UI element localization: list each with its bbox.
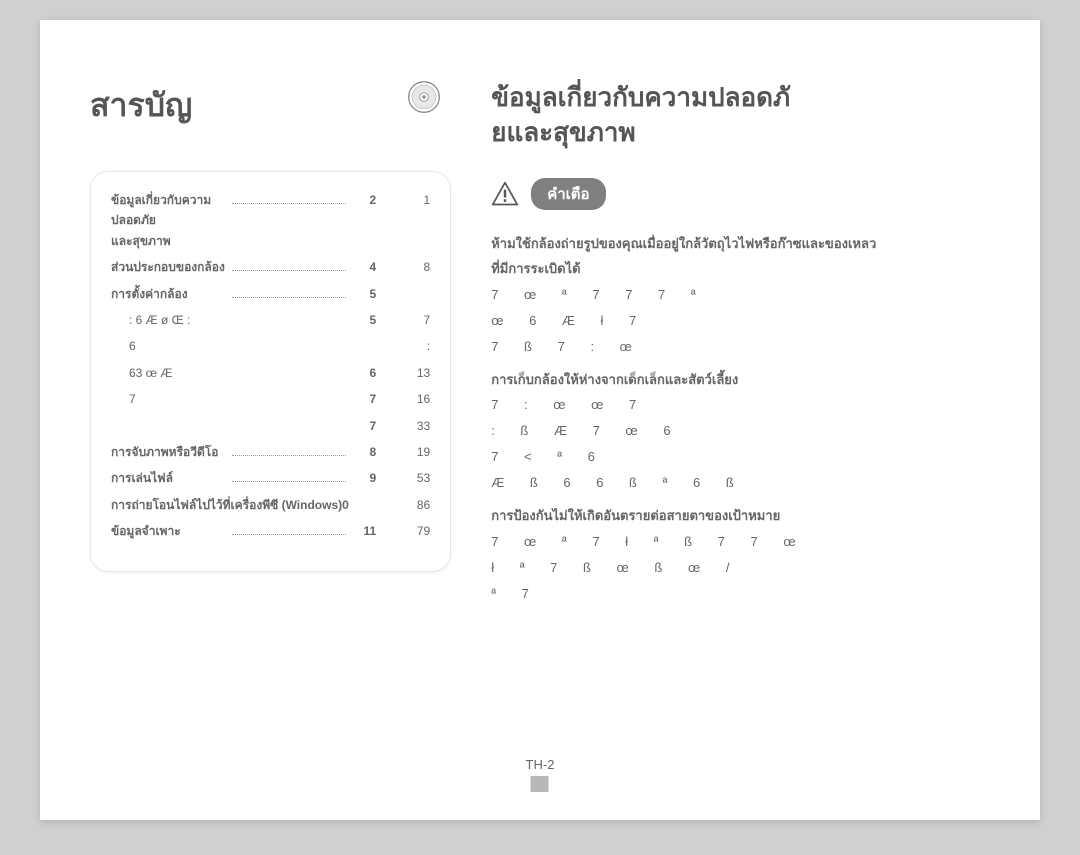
toc-page-left: 9 [352,468,376,488]
page-number: TH-2 [526,757,555,792]
safety-glyph-text: 7 œ ª 7 ł ª ß 7 7 œ ł ª 7 ß œ ß œ / ª 7 [491,529,990,607]
page-number-label: TH-2 [526,757,555,772]
toc-label: ข้อมูลเกี่ยวกับความปลอดภัย และสุขภาพ [111,190,226,251]
toc-panel: ข้อมูลเกี่ยวกับความปลอดภัย และสุขภาพ 2 1 ส่… [90,171,451,572]
safety-sub-head: ห้ามใช้กล้องถ่ายรูปของคุณเมื่ออยู่ใกล้วั… [491,232,990,281]
toc-row: 6: [111,336,430,356]
toc-label: : 6 Æ ø Œ : [129,310,352,330]
toc-label: 7 [129,389,352,409]
safety-sub-head: การป้องกันไม่ให้เกิดอันตรายต่อสายตาของเป… [491,504,990,529]
toc-row: 63 œ Æ6 13 [111,363,430,383]
toc-page-right: 86 [406,495,430,515]
safety-column: ข้อมูลเกี่ยวกับความปลอดภั ยและสุขภาพ คำเ… [491,80,990,607]
toc-column: สารบัญ ข้อมูลเกี่ยวกับความปลอดภัย และสุข… [90,80,451,607]
toc-dots [232,481,347,482]
page-number-bar [531,776,549,792]
warning-triangle-icon [491,180,519,208]
toc-label: ข้อมูลจำเพาะ [111,521,226,541]
toc-heading: สารบัญ [90,80,451,131]
toc-row: การเล่นไฟล์ 9 53 [111,468,430,488]
toc-page-right: 1 [406,190,430,210]
toc-dots [232,203,347,204]
toc-label: 63 œ Æ [129,363,352,383]
toc-row: ข้อมูลเกี่ยวกับความปลอดภัย และสุขภาพ 2 1 [111,190,430,251]
toc-page-left: 2 [352,190,376,210]
warning-pill: คำเตือ [531,178,605,210]
toc-dots [232,270,347,271]
manual-page: สารบัญ ข้อมูลเกี่ยวกับความปลอดภัย และสุข… [40,20,1040,820]
toc-row: 77 16 [111,389,430,409]
toc-page-left: 7 [352,416,376,436]
toc-page-right: 79 [406,521,430,541]
safety-glyph-text: 7 œ ª 7 7 7 ª œ 6 Æ ł 7 7 ß 7 : œ [491,282,990,360]
disc-icon [407,80,441,114]
toc-page-left: 5 [352,284,376,304]
toc-label: การเล่นไฟล์ [111,468,226,488]
toc-label: ส่วนประกอบของกล้อง [111,257,226,277]
toc-page-right: 8 [406,257,430,277]
toc-row: ส่วนประกอบของกล้อง 4 8 [111,257,430,277]
toc-page-left: 5 [352,310,376,330]
toc-page-right: 19 [406,442,430,462]
toc-page-left: 11 [352,521,376,541]
toc-page-left: 7 [352,389,376,409]
toc-page-left: 6 [352,363,376,383]
toc-row: ข้อมูลจำเพาะ 11 79 [111,521,430,541]
toc-page-left: 4 [352,257,376,277]
toc-label: การจับภาพหรือวีดีโอ [111,442,226,462]
safety-sub-head: การเก็บกล้องให้ห่างจากเด็กเล็กและสัตว์เล… [491,368,990,393]
toc-page-right: : [406,336,430,356]
toc-label: การตั้งค่ากล้อง [111,284,226,304]
toc-dots [232,297,347,298]
toc-row: 7 33 [111,416,430,436]
toc-label: 6 [129,336,352,356]
warning-row: คำเตือ [491,178,990,210]
toc-page-left: 8 [352,442,376,462]
toc-row: : 6 Æ ø Œ :5 7 [111,310,430,330]
toc-dots [232,455,347,456]
toc-page-right: 7 [406,310,430,330]
safety-glyph-text: 7 : œ œ 7 : ß Æ 7 œ 6 7 < ª 6 Æ ß 6 6 ß … [491,392,990,496]
toc-dots [232,534,347,535]
toc-page-right: 53 [406,468,430,488]
safety-heading: ข้อมูลเกี่ยวกับความปลอดภั ยและสุขภาพ [491,80,990,150]
safety-body: ห้ามใช้กล้องถ่ายรูปของคุณเมื่ออยู่ใกล้วั… [491,232,990,607]
toc-page-right: 16 [406,389,430,409]
toc-label: การถ่ายโอนไฟล์ไปไว้ที่เครื่องพีซี (Windo… [111,495,352,515]
toc-row: การตั้งค่ากล้อง 5 [111,284,430,304]
toc-row: การถ่ายโอนไฟล์ไปไว้ที่เครื่องพีซี (Windo… [111,495,430,515]
toc-row: การจับภาพหรือวีดีโอ 8 19 [111,442,430,462]
toc-page-right: 13 [406,363,430,383]
toc-page-right: 33 [406,416,430,436]
two-column-layout: สารบัญ ข้อมูลเกี่ยวกับความปลอดภัย และสุข… [90,80,990,607]
